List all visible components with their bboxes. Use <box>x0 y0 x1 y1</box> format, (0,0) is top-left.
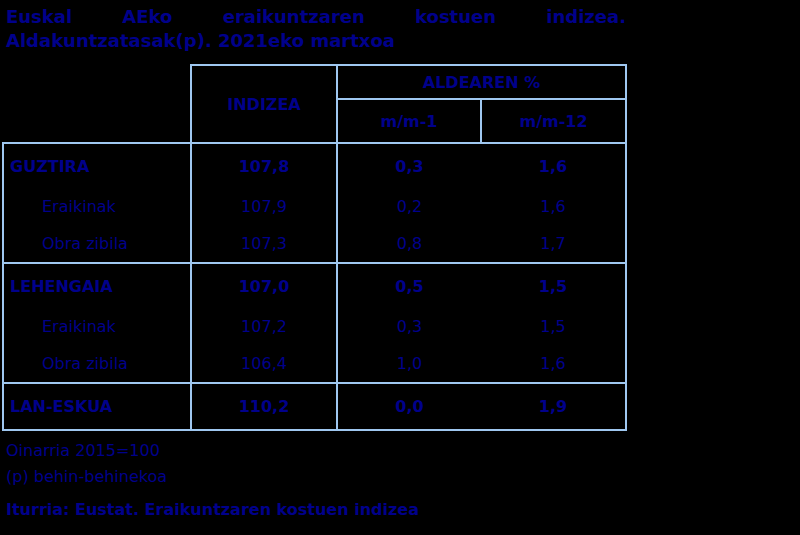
page-title-line2: Aldakuntzatasak(p). 2021eko martxoa <box>6 29 626 53</box>
cell-indizea: 106,4 <box>191 345 337 383</box>
cell-mm12: 1,9 <box>481 383 626 430</box>
cost-index-table-wrap: INDIZEA ALDEAREN % m/m-1 m/m-12 GUZTIRA … <box>2 64 627 431</box>
cell-mm1: 0,8 <box>337 225 481 263</box>
cell-mm12: 1,5 <box>481 263 626 308</box>
column-header-aldearen: ALDEAREN % <box>337 65 626 99</box>
header-stub-cell <box>3 65 191 143</box>
cell-mm1: 1,0 <box>337 345 481 383</box>
column-header-mm12: m/m-12 <box>481 99 626 143</box>
cell-indizea: 107,9 <box>191 188 337 225</box>
cell-indizea: 107,3 <box>191 225 337 263</box>
column-header-indizea: INDIZEA <box>191 65 337 143</box>
row-label: Eraikinak <box>3 308 191 345</box>
cell-indizea: 110,2 <box>191 383 337 430</box>
cell-mm1: 0,3 <box>337 308 481 345</box>
table-row-obra-zibila-1: Obra zibila 107,3 0,8 1,7 <box>3 225 626 263</box>
cell-mm1: 0,5 <box>337 263 481 308</box>
cost-index-table: INDIZEA ALDEAREN % m/m-1 m/m-12 GUZTIRA … <box>2 64 627 431</box>
cell-indizea: 107,2 <box>191 308 337 345</box>
footnote-base: Oinarria 2015=100 <box>6 438 419 464</box>
row-label: LEHENGAIA <box>3 263 191 308</box>
page-title-line1: Euskal AEko eraikuntzaren kostuen indize… <box>6 5 626 29</box>
source-line: Iturria: Eustat. Eraikuntzaren kostuen i… <box>6 497 419 523</box>
cell-mm12: 1,7 <box>481 225 626 263</box>
row-label: Obra zibila <box>3 225 191 263</box>
header-row-1: INDIZEA ALDEAREN % <box>3 65 626 99</box>
cell-mm1: 0,3 <box>337 143 481 188</box>
table-row-lehengaia: LEHENGAIA 107,0 0,5 1,5 <box>3 263 626 308</box>
cell-indizea: 107,8 <box>191 143 337 188</box>
cell-mm12: 1,6 <box>481 188 626 225</box>
cell-mm1: 0,0 <box>337 383 481 430</box>
footnote-provisional: (p) behin-behinekoa <box>6 464 419 490</box>
column-header-mm1: m/m-1 <box>337 99 481 143</box>
row-label: LAN-ESKUA <box>3 383 191 430</box>
table-row-lan-eskua: LAN-ESKUA 110,2 0,0 1,9 <box>3 383 626 430</box>
row-label: GUZTIRA <box>3 143 191 188</box>
table-row-guztira: GUZTIRA 107,8 0,3 1,6 <box>3 143 626 188</box>
cell-mm12: 1,6 <box>481 345 626 383</box>
row-label: Obra zibila <box>3 345 191 383</box>
cell-mm12: 1,5 <box>481 308 626 345</box>
cell-mm12: 1,6 <box>481 143 626 188</box>
page: Euskal AEko eraikuntzaren kostuen indize… <box>0 0 800 535</box>
table-row-obra-zibila-2: Obra zibila 106,4 1,0 1,6 <box>3 345 626 383</box>
table-row-eraikinak-1: Eraikinak 107,9 0,2 1,6 <box>3 188 626 225</box>
table-row-eraikinak-2: Eraikinak 107,2 0,3 1,5 <box>3 308 626 345</box>
footnotes: Oinarria 2015=100 (p) behin-behinekoa It… <box>6 438 419 523</box>
row-label: Eraikinak <box>3 188 191 225</box>
page-title: Euskal AEko eraikuntzaren kostuen indize… <box>6 5 626 53</box>
cell-indizea: 107,0 <box>191 263 337 308</box>
cell-mm1: 0,2 <box>337 188 481 225</box>
